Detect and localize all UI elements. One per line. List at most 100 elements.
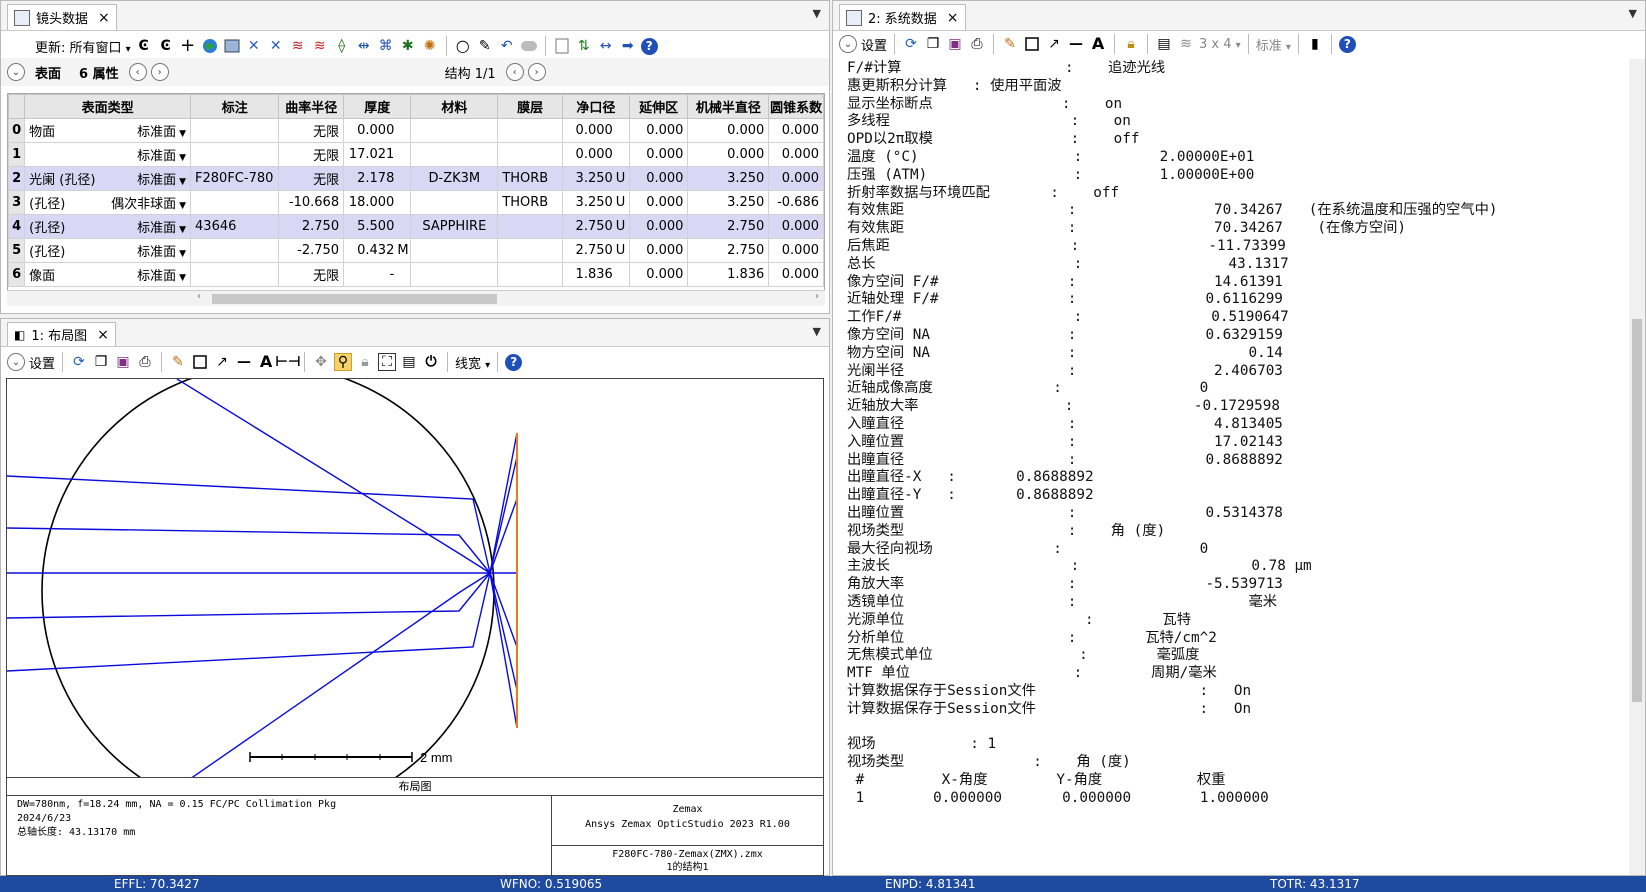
vertical-scrollbar[interactable] [1629, 59, 1645, 875]
column-header[interactable]: 机械半直径 [687, 94, 770, 119]
chevron-right-icon[interactable]: › [150, 63, 169, 81]
clear-semi-cell[interactable]: 3.250 U [562, 190, 630, 215]
rectangle-icon[interactable] [191, 353, 209, 371]
print-icon[interactable]: ⎙ [971, 36, 983, 52]
chip-zone-cell[interactable]: 0.000 [628, 262, 689, 287]
expand-icon[interactable]: ↔ [599, 38, 612, 54]
settings-label[interactable]: 设置 [29, 356, 56, 372]
chevron-down-icon[interactable]: ▼ [179, 153, 187, 163]
chip-zone-cell[interactable]: 0.000 [628, 190, 689, 215]
radius-cell[interactable]: -10.668 [278, 190, 345, 215]
lens-split-icon[interactable]: ⇹ [357, 38, 370, 54]
comment-cell[interactable] [190, 262, 280, 287]
table-row[interactable]: 4 (孔径) 标准面 ▼ 43646 2.750 5.500 SAPPHIRE 2.750 U 0.… [7, 214, 824, 239]
chip-zone-cell[interactable]: 0.000 [628, 166, 689, 191]
pane-menu-icon[interactable]: ▼ [1628, 7, 1637, 20]
pencil-icon[interactable]: ✎ [1004, 36, 1016, 52]
chevron-down-icon[interactable]: ⌄ [7, 353, 25, 371]
fit-icon[interactable]: ⛶ [378, 353, 397, 371]
column-header[interactable]: 膜层 [497, 94, 564, 119]
pan-icon[interactable]: ✥ [315, 354, 327, 370]
material-cell[interactable] [410, 142, 499, 167]
help-icon[interactable]: ? [640, 37, 658, 55]
chevron-right-icon[interactable]: › [527, 63, 546, 81]
layout-canvas[interactable]: 2 mm [6, 378, 824, 778]
window-icon[interactable]: ▤ [1157, 36, 1171, 52]
chevron-down-icon[interactable]: ▼ [179, 225, 187, 235]
wheel-icon[interactable]: ✺ [423, 38, 436, 54]
thickness-cell[interactable]: - [343, 262, 412, 287]
comment-cell[interactable] [190, 142, 280, 167]
mech-semi-cell[interactable]: 3.250 [687, 190, 770, 215]
lens-data-tab[interactable]: 镜头数据 × [7, 4, 117, 30]
linewidth-dropdown[interactable]: 线宽 ▾ [455, 353, 490, 372]
close-icon[interactable]: × [98, 9, 110, 26]
chevron-left-icon[interactable]: ‹ [197, 291, 201, 302]
chevron-down-icon[interactable]: ▼ [179, 129, 187, 139]
stack-icon[interactable]: ≋ [291, 38, 304, 54]
radius-cell[interactable]: 无限 [278, 118, 345, 143]
comment-cell[interactable] [190, 118, 280, 143]
chevron-right-icon[interactable]: › [815, 291, 819, 302]
thickness-cell[interactable]: 2.178 [343, 166, 412, 191]
conic-cell[interactable]: 0.000 [768, 262, 824, 287]
text-icon[interactable]: A [259, 352, 273, 371]
dimension-icon[interactable]: ⊢⊣ [275, 354, 301, 370]
clear-semi-cell[interactable]: 1.836 [562, 262, 630, 287]
ray-aim-icon[interactable]: ✕ [247, 38, 260, 54]
coating-cell[interactable] [497, 238, 564, 263]
mech-semi-cell[interactable]: 1.836 [687, 262, 770, 287]
chip-zone-cell[interactable]: 0.000 [628, 118, 689, 143]
surface-type-cell[interactable]: (孔径) 标准面 ▼ [24, 238, 192, 263]
radius-cell[interactable]: -2.750 [278, 238, 345, 263]
radius-cell[interactable]: 2.750 [278, 214, 345, 239]
layers-icon[interactable]: ≋ [1180, 36, 1192, 52]
copy-icon[interactable]: ❐ [926, 36, 940, 52]
column-header[interactable]: 延伸区 [628, 94, 689, 119]
edit-icon[interactable]: ✎ [478, 38, 491, 54]
material-cell[interactable]: D-ZK3M [410, 166, 499, 191]
chevron-down-icon[interactable]: ⌄ [839, 35, 857, 53]
chevron-down-icon[interactable]: ▼ [179, 201, 187, 211]
chevron-left-icon[interactable]: ‹ [505, 63, 524, 81]
system-data-tab[interactable]: 2: 系统数据 × [839, 4, 966, 30]
rectangle-icon[interactable] [1023, 35, 1041, 53]
table-row[interactable]: 3 (孔径) 偶次非球面 ▼ -10.668 18.000 THORB 3.250 U 0.000… [7, 190, 824, 215]
arrow-right-icon[interactable]: ➡ [621, 38, 634, 54]
table-row[interactable]: 1 标准面 ▼ 无限 17.021 0.000 0.000 0.000 0.000 [7, 142, 824, 167]
clear-semi-cell[interactable]: 0.000 [562, 118, 630, 143]
pane-menu-icon[interactable]: ▼ [812, 7, 821, 20]
conic-cell[interactable]: 0.000 [768, 118, 824, 143]
coating-cell[interactable]: THORB [497, 190, 564, 215]
thickness-cell[interactable]: 5.500 [343, 214, 412, 239]
column-header[interactable]: 曲率半径 [278, 94, 345, 119]
radius-cell[interactable]: 无限 [278, 142, 345, 167]
scrollbar-thumb[interactable] [212, 294, 497, 304]
surface-type-cell[interactable]: (孔径) 偶次非球面 ▼ [24, 190, 192, 215]
surface-type-cell[interactable]: (孔径) 标准面 ▼ [24, 214, 192, 239]
standard-dropdown[interactable]: 标准 ▾ [1256, 35, 1291, 54]
calculator-icon[interactable] [223, 37, 241, 55]
comment-cell[interactable] [190, 190, 280, 215]
comment-cell[interactable]: 43646 [190, 214, 280, 239]
mech-semi-cell[interactable]: 2.750 [687, 238, 770, 263]
conic-cell[interactable]: 0.000 [768, 166, 824, 191]
clear-semi-cell[interactable]: 3.250 U [562, 166, 630, 191]
toggle-icon[interactable] [520, 37, 538, 55]
mech-semi-cell[interactable]: 0.000 [687, 118, 770, 143]
clear-semi-cell[interactable]: 0.000 [562, 142, 630, 167]
device-icon[interactable]: ▮ [1311, 36, 1319, 52]
settings-label[interactable]: 设置 [861, 38, 888, 54]
help-icon[interactable]: ? [505, 353, 523, 371]
pane-menu-icon[interactable]: ▼ [812, 325, 821, 338]
thickness-cell[interactable]: 0.432 M [343, 238, 412, 263]
column-header[interactable]: 表面类型 [24, 94, 192, 119]
material-cell[interactable] [410, 118, 499, 143]
copy-icon[interactable]: ❐ [94, 354, 108, 370]
layout-tab[interactable]: ◧ 1: 布局图 × [7, 322, 116, 346]
scrollbar-thumb[interactable] [1632, 319, 1642, 702]
surface-type-cell[interactable]: 标准面 ▼ [24, 142, 192, 167]
conic-cell[interactable]: -0.686 [768, 190, 824, 215]
table-row[interactable]: 0 物面 标准面 ▼ 无限 0.000 0.000 0.000 0.000 0.000 [7, 118, 824, 143]
surface-type-cell[interactable]: 像面 标准面 ▼ [24, 262, 192, 287]
